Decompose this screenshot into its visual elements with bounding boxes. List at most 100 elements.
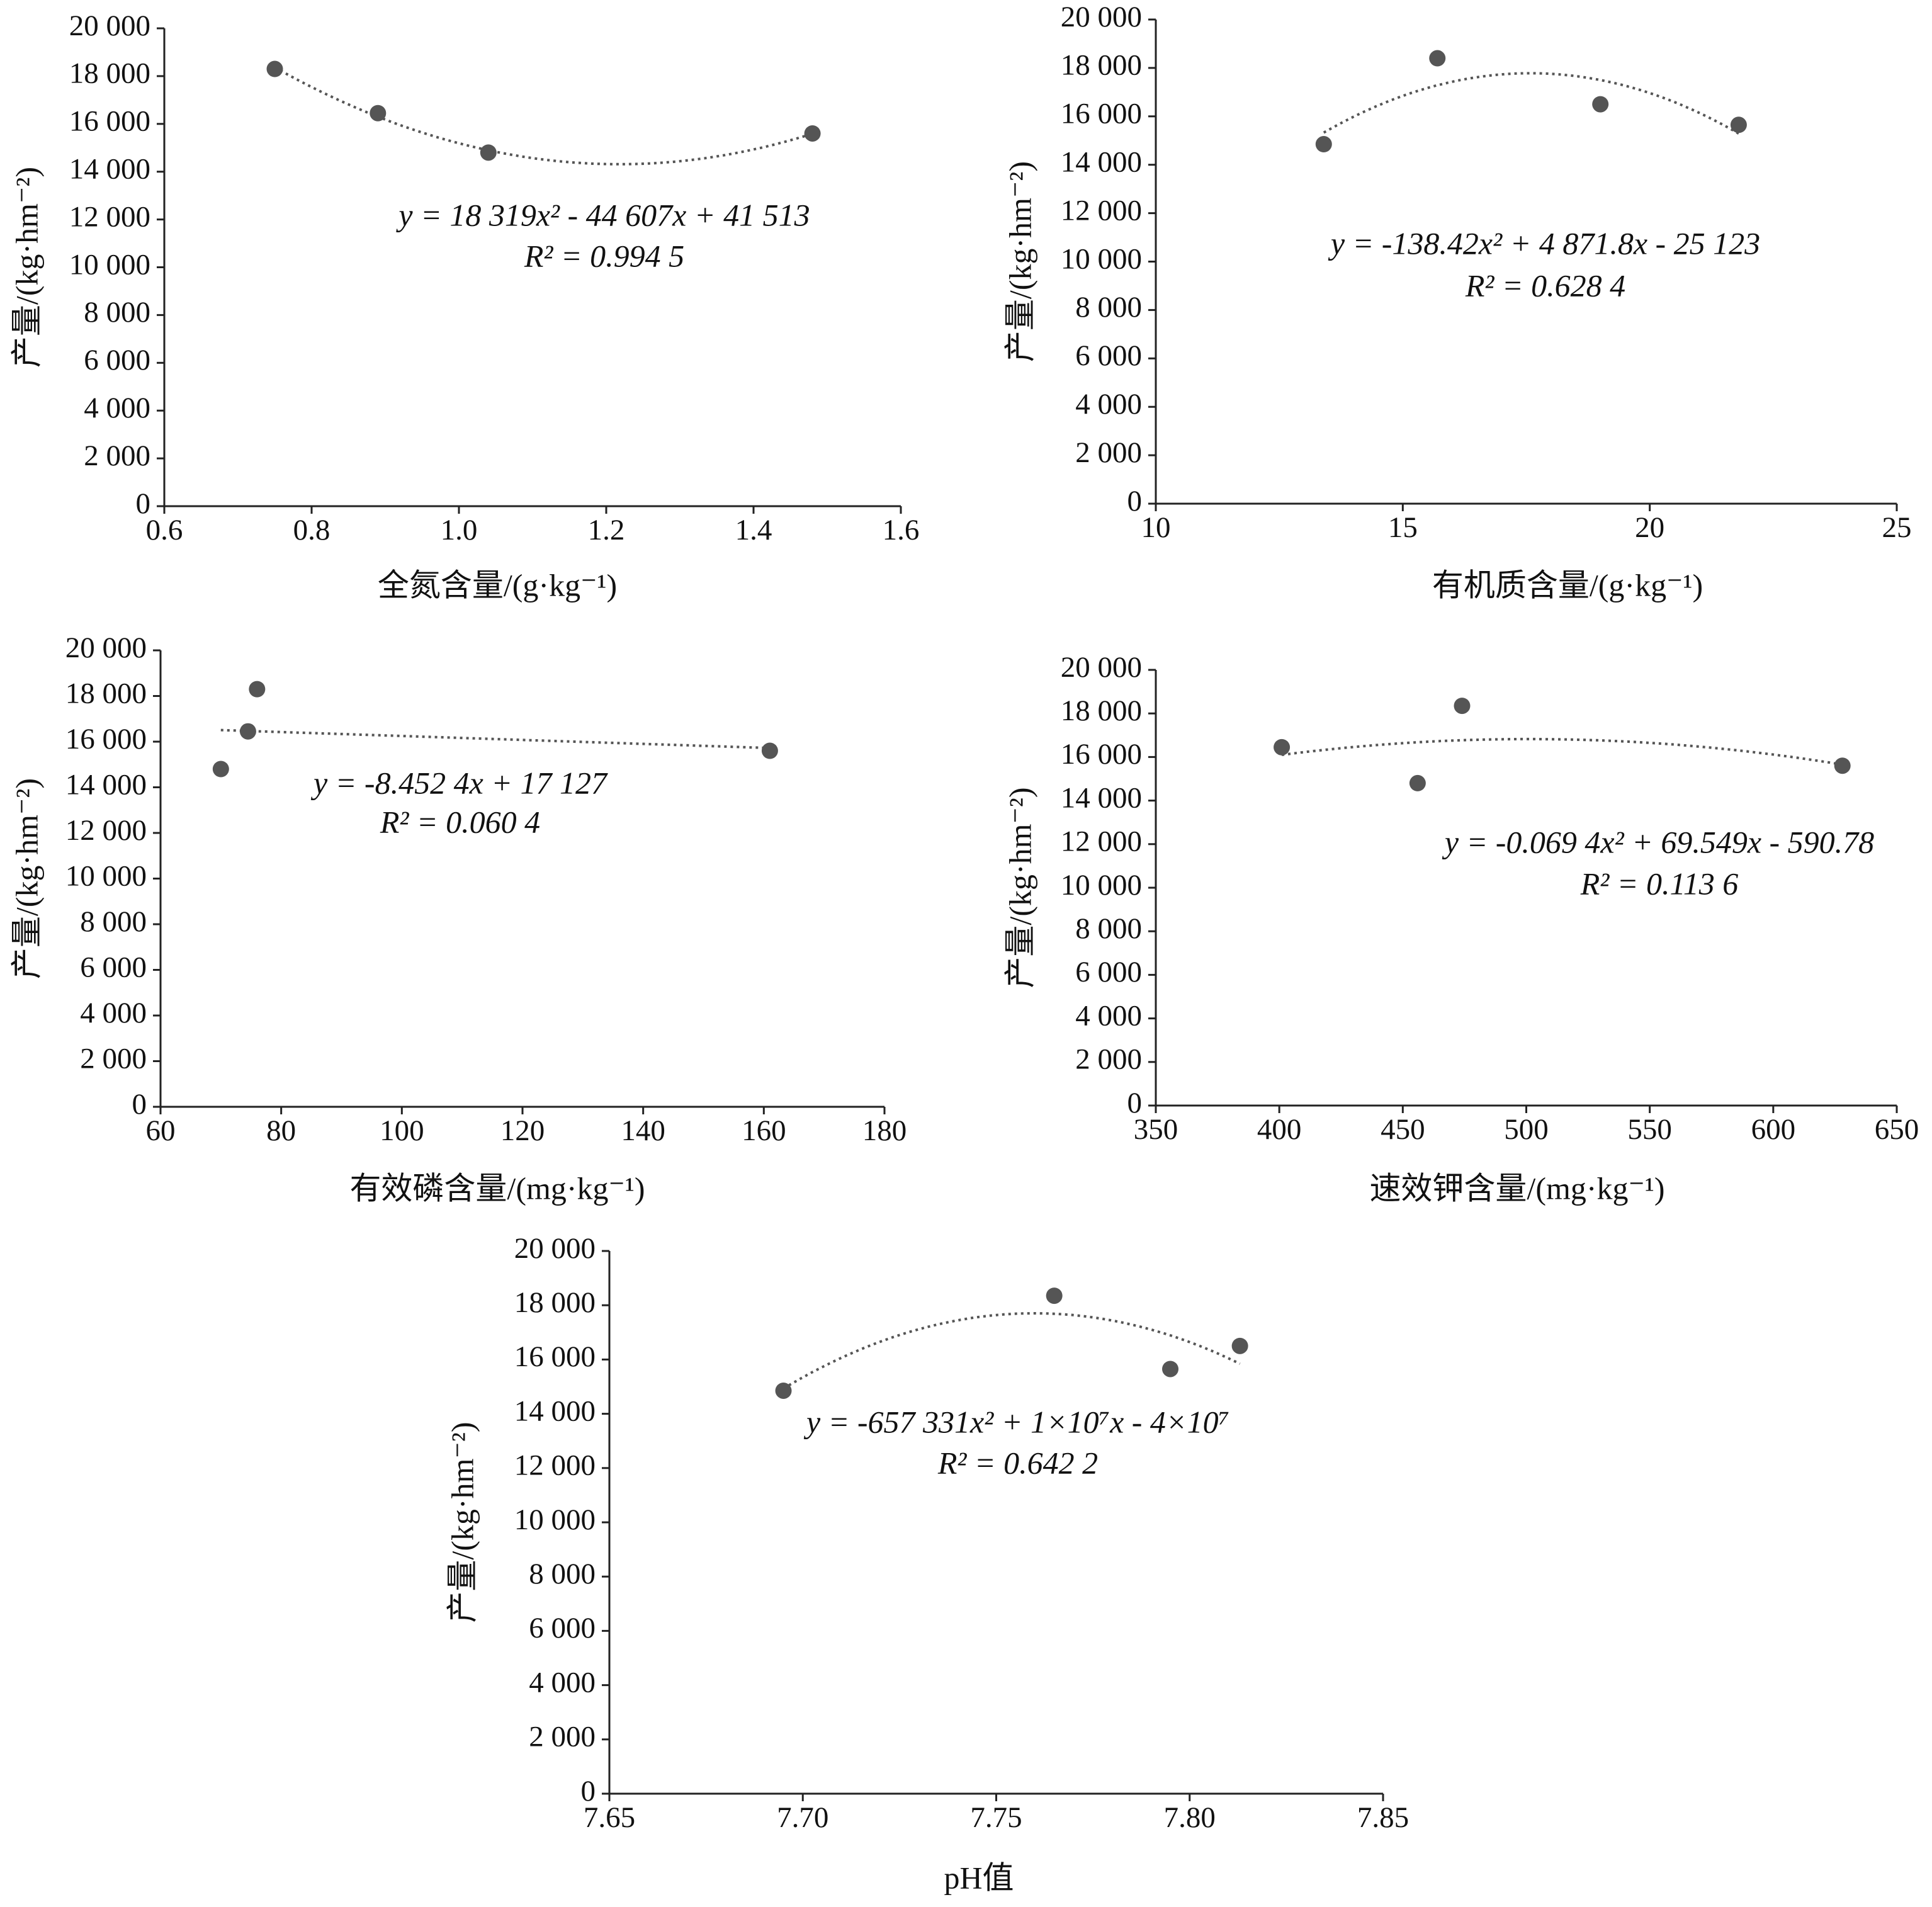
y-tick-label: 12 000 [1061, 194, 1142, 227]
y-axis-title: 产量/(kg·hm⁻²) [1002, 787, 1037, 988]
y-tick-label: 20 000 [514, 1232, 596, 1265]
y-tick-label: 8 000 [1075, 912, 1142, 945]
data-point [1274, 738, 1291, 755]
y-tick-label: 16 000 [65, 723, 147, 755]
y-tick-label: 0 [581, 1775, 596, 1808]
y-axis-title: 产量/(kg·hm⁻²) [9, 778, 44, 979]
x-tick-label: 400 [1257, 1113, 1302, 1146]
y-tick-label: 2 000 [80, 1042, 147, 1075]
data-point [1315, 136, 1332, 153]
x-tick-label: 7.80 [1164, 1801, 1216, 1834]
x-tick-label: 550 [1627, 1113, 1672, 1146]
y-tick-label: 8 000 [84, 296, 150, 329]
y-tick-label: 4 000 [1075, 999, 1142, 1032]
y-tick-label: 16 000 [514, 1340, 596, 1373]
x-tick-label: 0.8 [293, 514, 330, 546]
r-squared: R² = 0.628 4 [1465, 268, 1625, 303]
trendline-equation: y = 18 319x² - 44 607x + 41 513 [395, 197, 810, 232]
y-tick-label: 2 000 [1075, 436, 1142, 469]
y-tick-label: 6 000 [529, 1612, 596, 1644]
x-axis-title: 全氮含量/(g·kg⁻¹) [378, 567, 617, 603]
data-point [1162, 1361, 1179, 1378]
data-point [239, 723, 256, 740]
trendline-equation: y = -8.452 4x + 17 127 [310, 765, 608, 800]
x-tick-label: 7.75 [970, 1801, 1022, 1834]
x-tick-label: 0.6 [146, 514, 183, 546]
data-point [1046, 1287, 1063, 1304]
trendline [1281, 737, 1843, 766]
y-tick-label: 16 000 [1061, 98, 1142, 130]
x-tick-label: 1.4 [735, 514, 772, 546]
y-tick-label: 18 000 [1061, 694, 1142, 727]
y-tick-label: 8 000 [1075, 291, 1142, 324]
x-tick-label: 1.2 [588, 514, 625, 546]
x-tick-label: 350 [1134, 1113, 1178, 1146]
trendline-equation: y = -138.42x² + 4 871.8x - 25 123 [1328, 225, 1760, 261]
x-tick-label: 160 [742, 1114, 786, 1147]
scatter-chart: 0 2 000 4 000 6 000 8 000 10 000 12 000 14 000 1… [1002, 1, 1911, 603]
r-squared: R² = 0.060 4 [380, 804, 540, 839]
y-axis-title: 产量/(kg·hm⁻²) [444, 1422, 480, 1622]
y-tick-label: 20 000 [69, 9, 150, 42]
data-point [1454, 698, 1471, 715]
y-tick-label: 12 000 [69, 200, 150, 233]
y-tick-label: 2 000 [84, 439, 150, 472]
y-tick-label: 12 000 [1061, 825, 1142, 858]
y-tick-label: 18 000 [65, 677, 147, 710]
y-tick-label: 4 000 [529, 1666, 596, 1699]
data-point [480, 144, 497, 161]
trendline-equation: y = -657 331x² + 1×10⁷x - 4×10⁷ [803, 1404, 1229, 1439]
y-tick-label: 16 000 [1061, 738, 1142, 771]
trendline-equation: y = -0.069 4x² + 69.549x - 590.78 [1442, 824, 1874, 859]
data-point [775, 1382, 792, 1399]
x-tick-label: 20 [1635, 511, 1664, 544]
x-tick-label: 600 [1751, 1113, 1796, 1146]
y-tick-label: 6 000 [1075, 339, 1142, 372]
x-tick-label: 25 [1882, 511, 1912, 544]
y-tick-label: 18 000 [1061, 49, 1142, 82]
y-tick-label: 2 000 [1075, 1043, 1142, 1076]
y-tick-label: 0 [132, 1088, 147, 1121]
x-tick-label: 1.0 [441, 514, 478, 546]
data-point [1834, 757, 1851, 774]
y-tick-label: 18 000 [69, 57, 150, 90]
y-tick-label: 10 000 [514, 1503, 596, 1536]
y-tick-label: 20 000 [65, 631, 147, 664]
data-point [249, 681, 266, 698]
y-axis-title: 产量/(kg·hm⁻²) [1002, 161, 1037, 362]
x-tick-label: 450 [1381, 1113, 1425, 1146]
data-point [1409, 774, 1426, 791]
r-squared: R² = 0.994 5 [524, 238, 684, 273]
y-tick-label: 10 000 [1061, 869, 1142, 902]
data-point [1429, 50, 1446, 67]
x-tick-label: 7.85 [1357, 1801, 1409, 1834]
data-point [212, 761, 229, 778]
x-tick-label: 180 [862, 1114, 907, 1147]
x-tick-label: 80 [266, 1114, 296, 1147]
x-axis-title: pH值 [944, 1860, 1014, 1895]
scatter-chart: 0 2 000 4 000 6 000 8 000 10 000 12 000 14 000 1… [1002, 651, 1919, 1206]
y-tick-label: 6 000 [80, 951, 147, 983]
trendline [274, 66, 813, 166]
scatter-chart: 0 2 000 4 000 6 000 8 000 10 000 12 000 14 000 1… [9, 631, 907, 1206]
x-tick-label: 7.65 [584, 1801, 635, 1834]
x-axis-title: 速效钾含量/(mg·kg⁻¹) [1369, 1170, 1664, 1206]
y-tick-label: 16 000 [69, 105, 150, 138]
trendline [1323, 72, 1739, 135]
y-tick-label: 6 000 [84, 344, 150, 376]
r-squared: R² = 0.113 6 [1580, 866, 1739, 901]
y-tick-label: 20 000 [1061, 1, 1142, 33]
r-squared: R² = 0.642 2 [937, 1445, 1098, 1480]
y-tick-label: 20 000 [1061, 651, 1142, 684]
y-tick-label: 0 [1127, 1087, 1143, 1119]
x-tick-label: 15 [1388, 511, 1418, 544]
y-tick-label: 14 000 [69, 152, 150, 185]
x-tick-label: 650 [1875, 1113, 1919, 1146]
x-tick-label: 10 [1141, 511, 1171, 544]
y-tick-label: 10 000 [65, 859, 147, 892]
data-point [1231, 1337, 1248, 1354]
y-tick-label: 4 000 [1075, 388, 1142, 421]
scatter-chart: 0 2 000 4 000 6 000 8 000 10 000 12 000 14 000 1… [444, 1232, 1409, 1896]
y-tick-label: 14 000 [1061, 145, 1142, 178]
